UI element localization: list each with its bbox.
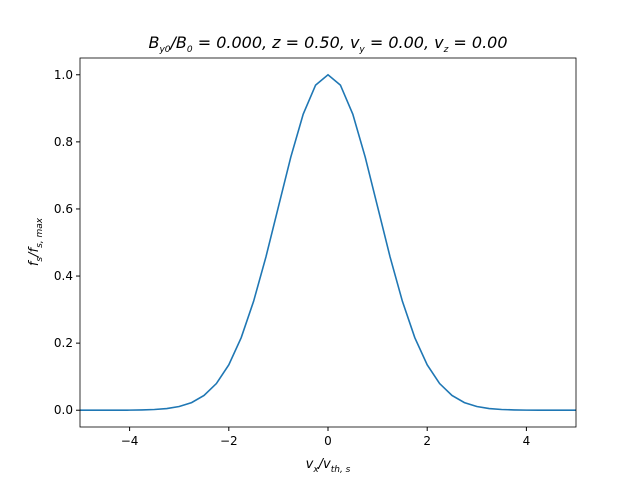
- text-run: B: [148, 33, 159, 52]
- text-run: /f: [27, 245, 42, 257]
- subscript: s, max: [35, 217, 45, 248]
- x-tick-label: −4: [121, 434, 139, 448]
- text-run: v: [306, 457, 314, 472]
- text-run: = 0.000, z = 0.50, v: [193, 33, 360, 52]
- x-tick-label: 2: [423, 434, 431, 448]
- y-tick-label: 0.6: [54, 202, 73, 216]
- x-tick-label: 0: [324, 434, 332, 448]
- x-tick-label: −2: [220, 434, 238, 448]
- text-run: /v: [318, 457, 331, 472]
- y-tick-label: 0.0: [54, 403, 73, 417]
- chart-title: By0/B0 = 0.000, z = 0.50, vy = 0.00, vz …: [148, 33, 507, 55]
- x-tick-label: 4: [523, 434, 531, 448]
- subscript: 0: [187, 45, 193, 55]
- y-tick-label: 0.4: [54, 269, 73, 283]
- x-axis-label: vx/vth, s: [306, 457, 351, 475]
- subscript: y: [358, 45, 365, 55]
- subscript: y0: [158, 45, 170, 55]
- y-tick-label: 0.2: [54, 336, 73, 350]
- text-run: f: [27, 259, 42, 266]
- subscript: s: [35, 257, 45, 262]
- axes-frame: [79, 57, 577, 428]
- subscript: th, s: [331, 465, 351, 475]
- text-run: = 0.00, v: [365, 33, 444, 52]
- text-run: /B: [169, 33, 187, 52]
- y-tick-label: 1.0: [54, 68, 73, 82]
- line: [80, 73, 576, 412]
- subscript: z: [443, 45, 449, 55]
- y-tick-label: 0.8: [54, 135, 73, 149]
- y-axis-label: fs/fs, max: [27, 217, 45, 266]
- subscript: x: [312, 465, 319, 475]
- text-run: = 0.00: [448, 33, 507, 52]
